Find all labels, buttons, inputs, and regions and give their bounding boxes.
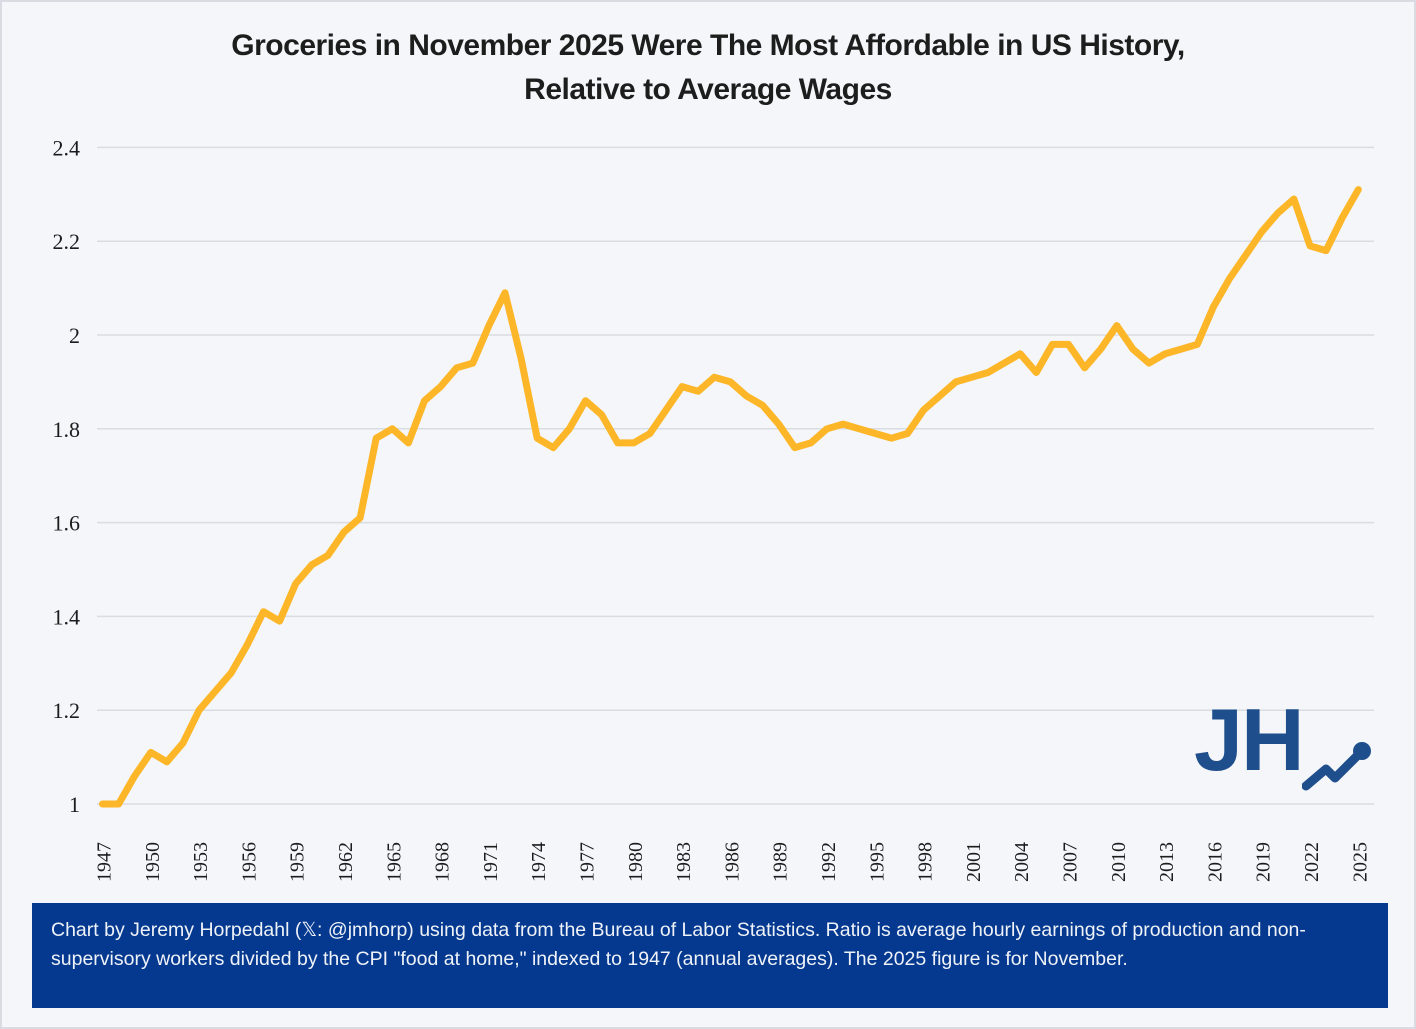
x-tick-label: 1947 (94, 842, 116, 882)
series-line (99, 186, 1362, 808)
x-tick-label: 2013 (1156, 842, 1178, 882)
x-axis: 1947 1950 1953 1956 1959 1962 1965 1968 1971 1974… (94, 842, 1372, 882)
x-tick-label: 2016 (1204, 842, 1226, 882)
x-tick-label: 1992 (818, 842, 840, 882)
x-tick-label: 1986 (721, 842, 743, 882)
x-tick-label: 2004 (1011, 842, 1033, 882)
y-tick-label: 1.8 (53, 417, 81, 442)
x-tick-label: 2001 (963, 842, 985, 882)
x-tick-label: 1962 (335, 842, 357, 882)
footer-note: Chart by Jeremy Horpedahl (𝕏: @jmhorp) u… (32, 903, 1388, 1008)
x-tick-label: 1959 (287, 842, 309, 882)
x-tick-label: 1980 (625, 842, 647, 882)
y-axis: 1 1.2 1.4 1.6 1.8 2 2.2 2.4 (53, 135, 81, 817)
y-tick-label: 1.4 (53, 604, 81, 629)
x-tick-label: 1995 (866, 842, 888, 882)
trend-arrow-icon (1302, 742, 1371, 791)
x-tick-label: 1989 (770, 842, 792, 882)
x-tick-label: 2025 (1349, 842, 1371, 882)
x-tick-label: 1956 (238, 842, 260, 882)
x-tick-label: 1953 (190, 842, 212, 882)
chart-title-line-2: Relative to Average Wages (524, 73, 892, 106)
jh-logo: JH (1194, 696, 1374, 806)
x-tick-label: 2022 (1301, 842, 1323, 882)
x-tick-label: 1950 (142, 842, 164, 882)
x-tick-label: 2010 (1108, 842, 1130, 882)
y-tick-label: 2 (69, 323, 80, 348)
x-tick-label: 1983 (673, 842, 695, 882)
x-tick-label: 1974 (528, 842, 550, 882)
jh-logo-text: JH (1194, 690, 1304, 789)
gridlines (97, 146, 1374, 805)
x-tick-label: 1965 (383, 842, 405, 882)
chart-title-line-1: Groceries in November 2025 Were The Most… (231, 29, 1185, 62)
y-tick-label: 2.4 (53, 135, 81, 160)
footer-note-text: Chart by Jeremy Horpedahl (𝕏: @jmhorp) u… (51, 919, 1306, 970)
y-tick-label: 1 (69, 792, 80, 817)
x-tick-label: 1968 (432, 842, 454, 882)
x-tick-label: 2007 (1060, 842, 1082, 882)
y-tick-label: 2.2 (53, 229, 81, 254)
x-tick-label: 1971 (480, 842, 502, 882)
x-tick-label: 2019 (1253, 842, 1275, 882)
x-tick-label: 1998 (915, 842, 937, 882)
chart-title: Groceries in November 2025 Were The Most… (2, 24, 1414, 112)
y-tick-label: 1.2 (53, 698, 81, 723)
x-tick-label: 1977 (577, 842, 599, 882)
y-tick-label: 1.6 (53, 511, 81, 536)
